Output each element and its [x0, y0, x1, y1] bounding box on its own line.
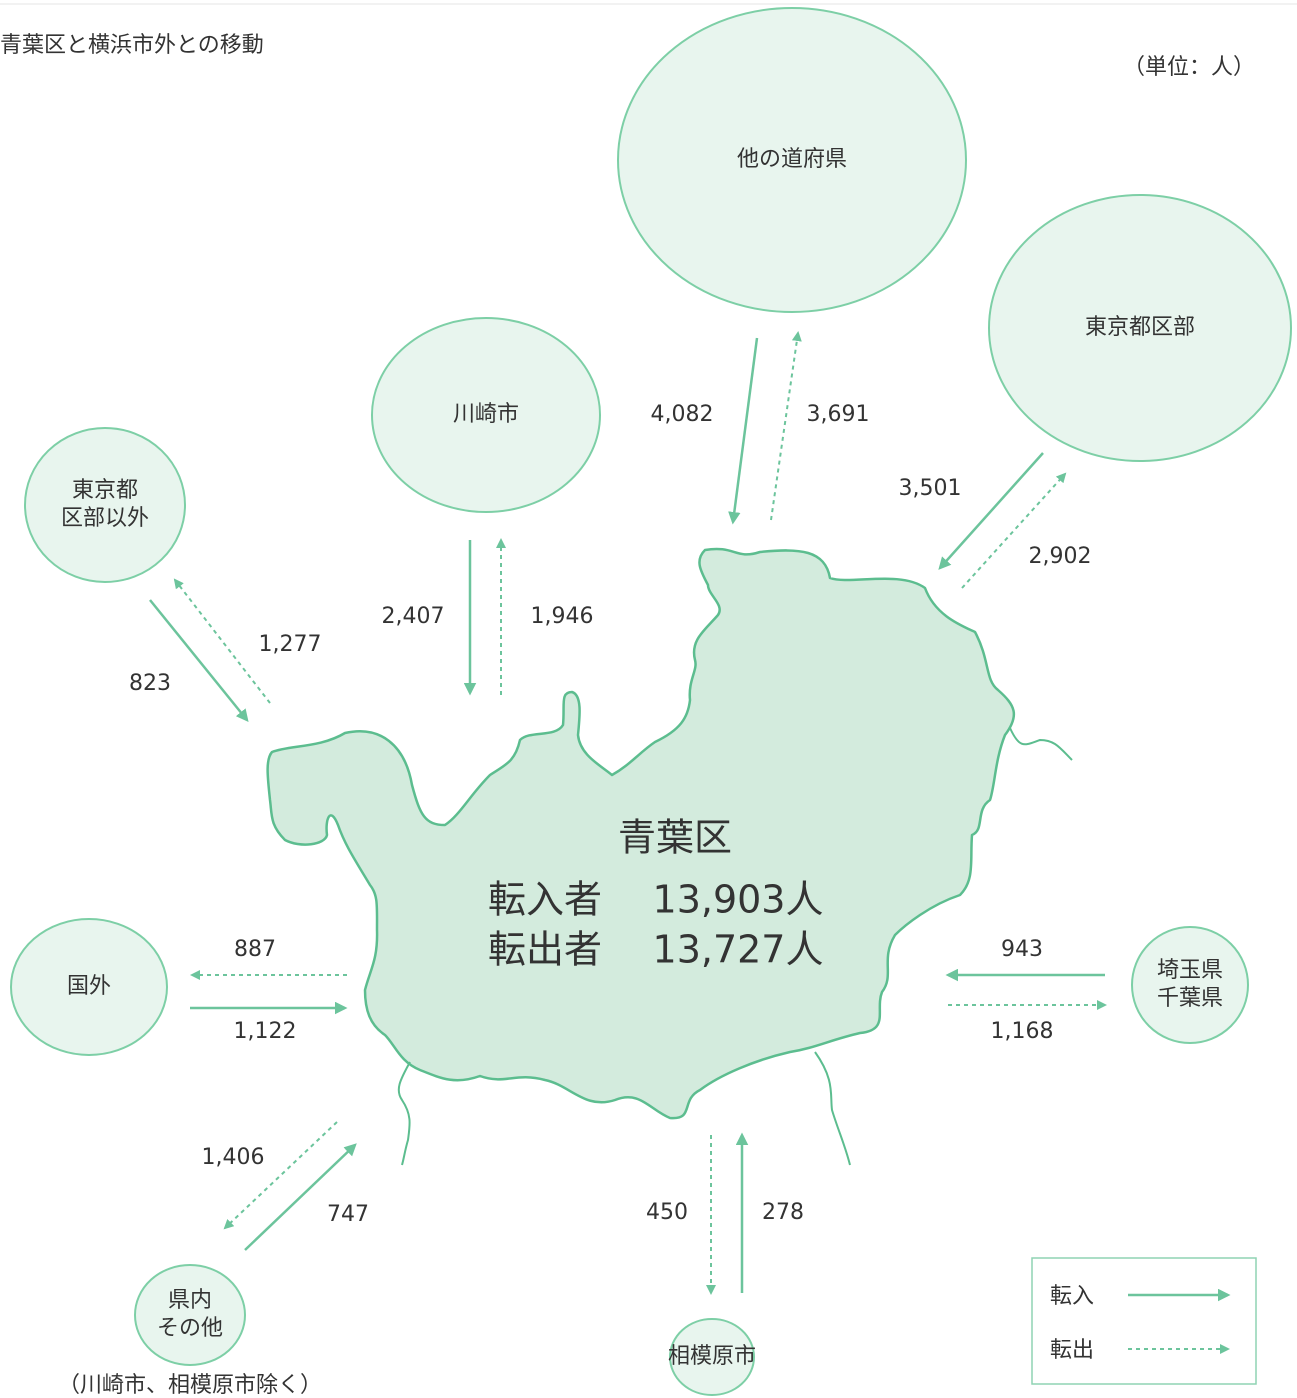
- region-label: 県内: [168, 1288, 212, 1313]
- region-circle: [24, 427, 186, 583]
- legend-label: 転出: [1050, 1338, 1094, 1363]
- arrow-out: [770, 331, 802, 521]
- region-circle: [669, 1318, 755, 1396]
- center-value: 13,903人: [653, 878, 824, 922]
- out-value: 2,902: [1029, 544, 1092, 569]
- region-circle: [1131, 926, 1249, 1044]
- in-value: 278: [762, 1200, 804, 1225]
- in-value: 2,407: [382, 604, 445, 629]
- region-label: 国外: [67, 974, 111, 999]
- in-value: 4,082: [651, 402, 714, 427]
- region-label: 区部以外: [61, 506, 149, 531]
- arrow-in: [938, 452, 1044, 570]
- boundary-line: [1009, 727, 1073, 761]
- center-label: 転入者: [488, 878, 602, 922]
- center-value: 13,727人: [653, 928, 824, 972]
- out-value: 887: [234, 937, 276, 962]
- legend-box: [1031, 1257, 1257, 1385]
- region-note: （川崎市、相模原市除く）: [58, 1373, 322, 1398]
- aoba-ward-shape: [266, 547, 1016, 1120]
- arrow-in: [149, 599, 249, 722]
- region-label: 埼玉県: [1157, 958, 1223, 983]
- out-value: 1,946: [531, 604, 594, 629]
- center-name: 青葉区: [618, 816, 732, 860]
- region-label: 他の道府県: [737, 147, 847, 172]
- out-value: 1,277: [259, 632, 322, 657]
- out-value: 1,406: [202, 1145, 265, 1170]
- region-circle: [371, 317, 601, 513]
- region-circle: [988, 194, 1292, 462]
- region-label: 相模原市: [668, 1344, 756, 1369]
- arrow-in: [244, 1143, 357, 1251]
- region-label: 東京都: [72, 478, 138, 503]
- in-value: 823: [129, 671, 171, 696]
- in-value: 943: [1001, 937, 1043, 962]
- region-circle: [617, 7, 967, 313]
- out-value: 450: [646, 1200, 688, 1225]
- title: 青葉区と横浜市外との移動: [0, 33, 264, 58]
- arrow-out: [223, 1121, 338, 1230]
- boundary-line: [814, 1051, 851, 1166]
- region-circle: [134, 1264, 246, 1366]
- legend-label: 転入: [1050, 1284, 1094, 1309]
- region-label: 川崎市: [453, 402, 519, 427]
- region-label: その他: [157, 1316, 223, 1341]
- region-label: 東京都区部: [1085, 315, 1195, 340]
- arrow-out: [173, 578, 271, 704]
- center-label: 転出者: [488, 928, 602, 972]
- unit: （単位：人）: [1123, 55, 1255, 80]
- boundary-line: [397, 1061, 411, 1166]
- in-value: 1,122: [234, 1019, 297, 1044]
- in-value: 747: [327, 1202, 369, 1227]
- region-label: 千葉県: [1157, 986, 1223, 1011]
- in-value: 3,501: [899, 476, 962, 501]
- arrow-out: [961, 472, 1067, 589]
- arrow-in: [728, 337, 759, 525]
- out-value: 1,168: [991, 1019, 1054, 1044]
- out-value: 3,691: [807, 402, 870, 427]
- region-circle: [10, 918, 168, 1056]
